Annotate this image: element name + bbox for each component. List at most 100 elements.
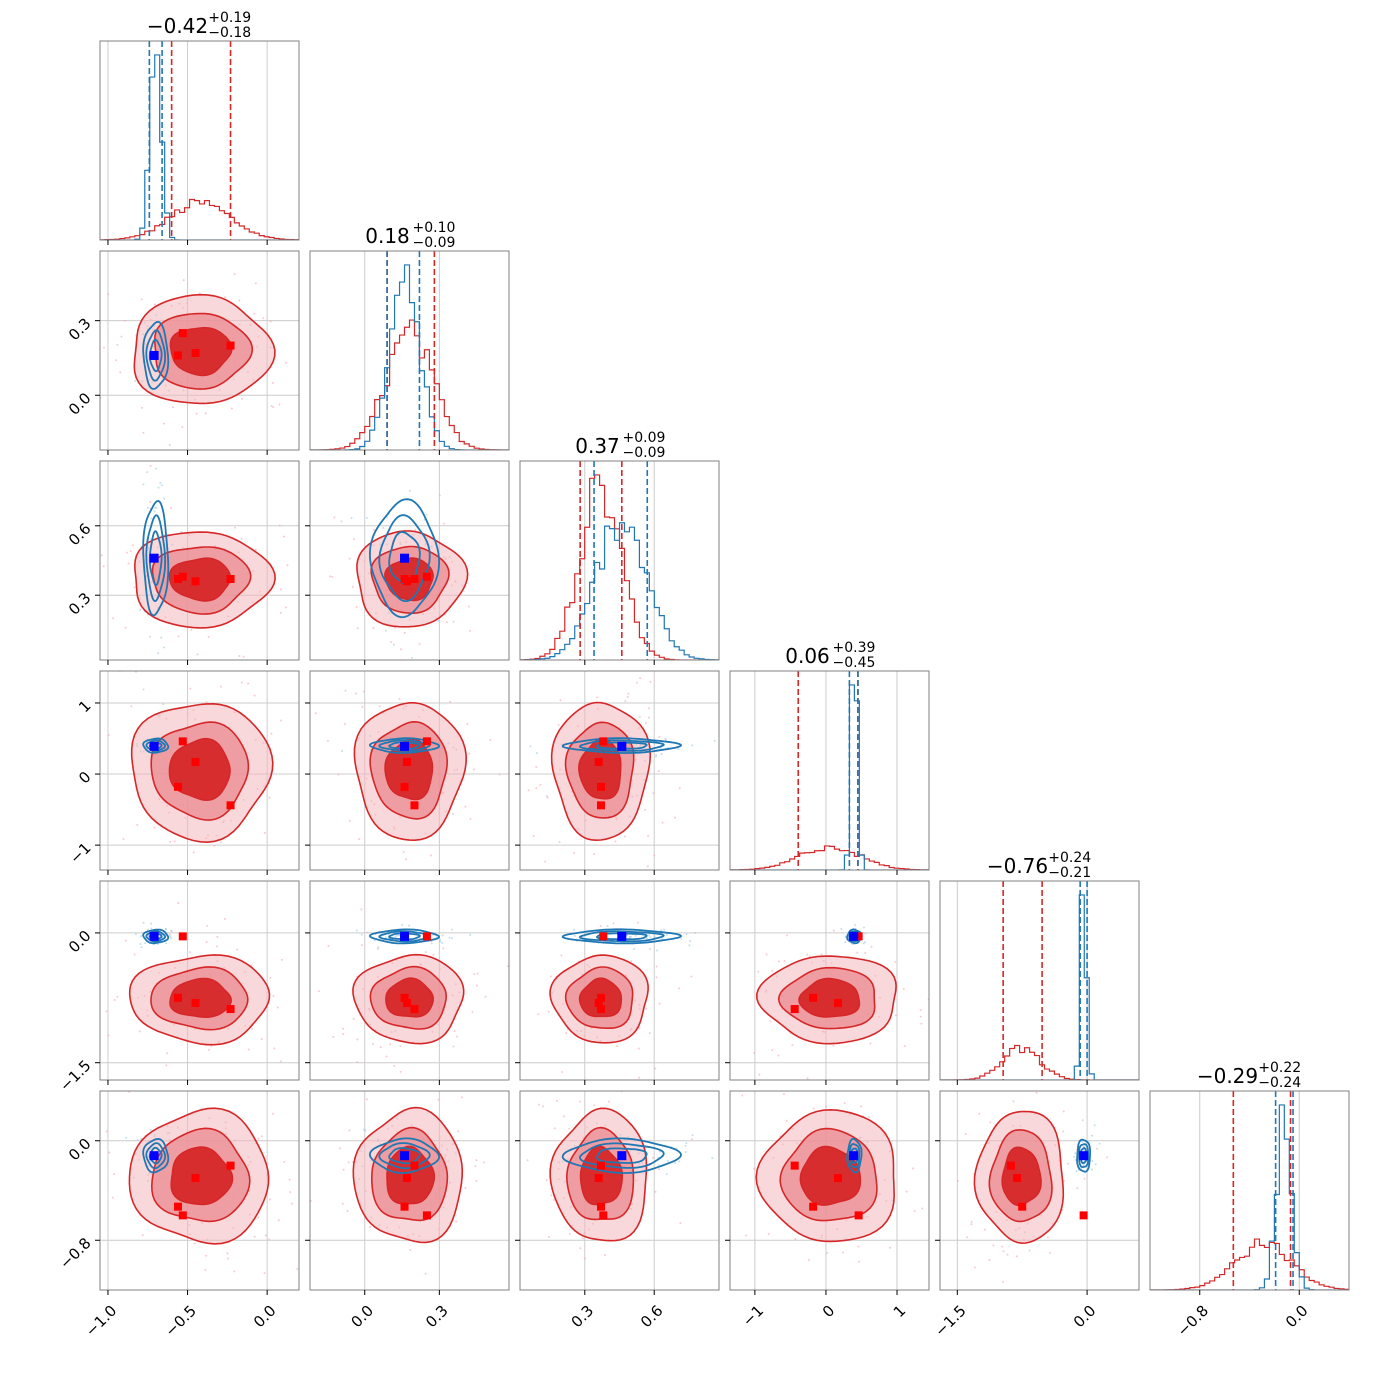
red-sample (1105, 1156, 1108, 1159)
red-sample (469, 817, 472, 820)
red-sample (647, 707, 650, 710)
red-sample (268, 796, 271, 799)
red-sample (344, 689, 347, 692)
red-sample (964, 1133, 967, 1136)
red-sample (537, 1103, 540, 1106)
blue-contour (145, 1142, 166, 1170)
red-sample (694, 1077, 696, 1079)
red-sample (579, 1100, 582, 1103)
red-sample (342, 1168, 345, 1171)
blue-sample (1093, 1124, 1096, 1127)
x-tick-label: 0.3 (568, 1302, 598, 1332)
red-marker (422, 737, 431, 746)
red-sample (123, 319, 126, 322)
blue-contour (142, 320, 170, 390)
red-sample (192, 851, 195, 854)
red-marker (191, 1174, 200, 1183)
blue-contour (388, 932, 421, 941)
red-sample (277, 1219, 280, 1222)
red-sample (1046, 1236, 1049, 1239)
blue-sample (666, 1159, 669, 1162)
red-marker (599, 737, 608, 746)
red-sample (867, 1116, 870, 1119)
red-sample (195, 412, 198, 415)
y-tick-label: 0.0 (65, 927, 95, 957)
red-sample (272, 994, 275, 997)
contour-panel: 0.0 0.3 (305, 1090, 510, 1331)
red-sample (856, 951, 859, 954)
red-sample (379, 1046, 382, 1049)
red-sample (303, 966, 305, 968)
red-sample (468, 629, 471, 632)
histogram-panel: 0.37 +0.09−0.09 (519, 430, 720, 665)
red-sample (399, 1070, 402, 1073)
red-contour (168, 737, 231, 802)
blue-sample (451, 928, 454, 931)
blue-sample (163, 646, 166, 649)
red-sample (581, 1237, 584, 1240)
red-sample (655, 976, 658, 979)
x-tick-label: 1 (890, 1302, 909, 1321)
blue-sample (136, 1138, 139, 1141)
blue-sample (153, 510, 156, 513)
blue-sample (450, 937, 453, 940)
red-histogram (310, 319, 509, 450)
red-sample (398, 697, 401, 700)
blue-marker (849, 931, 859, 941)
red-sample (889, 1246, 892, 1249)
blue-contour (579, 1142, 665, 1169)
red-sample (930, 1126, 932, 1128)
red-sample (475, 984, 478, 987)
red-sample (779, 1038, 781, 1040)
red-sample (843, 1102, 846, 1105)
contour-panel: −1.5 0.0 (56, 880, 305, 1095)
blue-contour (378, 739, 431, 752)
red-sample (527, 789, 530, 792)
red-sample (1028, 1249, 1031, 1252)
red-sample (327, 945, 330, 948)
red-sample (456, 1035, 459, 1038)
blue-sample (663, 928, 666, 931)
red-sample (973, 1266, 976, 1269)
blue-sample (648, 934, 651, 937)
red-sample (331, 512, 333, 514)
red-marker (809, 993, 818, 1002)
red-sample (140, 406, 143, 409)
blue-sample (573, 928, 576, 931)
red-sample (111, 1196, 114, 1199)
red-sample (512, 979, 514, 981)
red-marker (422, 572, 431, 581)
red-sample (894, 960, 897, 963)
red-sample (361, 705, 364, 708)
red-marker (594, 757, 603, 766)
red-sample (188, 951, 191, 954)
panel-title: 0.37 (575, 434, 620, 458)
red-sample (238, 299, 241, 302)
red-sample (566, 1077, 568, 1079)
title-lower-error: −0.21 (1048, 865, 1091, 881)
contour-panel (305, 670, 510, 875)
red-sample (314, 712, 317, 715)
blue-sample (441, 934, 444, 937)
red-sample (315, 689, 317, 691)
red-sample (537, 1013, 540, 1016)
red-marker (174, 782, 183, 791)
red-sample (334, 569, 336, 571)
red-sample (168, 443, 171, 446)
red-sample (409, 1249, 412, 1252)
blue-sample (154, 467, 157, 470)
red-sample (247, 682, 250, 685)
red-sample (418, 643, 421, 646)
blue-sample (150, 517, 153, 520)
red-sample (385, 1055, 388, 1058)
panel-frame (519, 670, 720, 871)
red-contour (170, 1146, 234, 1206)
blue-sample (1081, 1119, 1084, 1122)
red-sample (207, 1048, 210, 1051)
red-sample (535, 765, 538, 768)
contour-panel (515, 670, 720, 875)
red-sample (138, 1030, 141, 1033)
red-sample (337, 773, 340, 776)
red-sample (356, 1061, 359, 1064)
red-sample (142, 688, 145, 691)
